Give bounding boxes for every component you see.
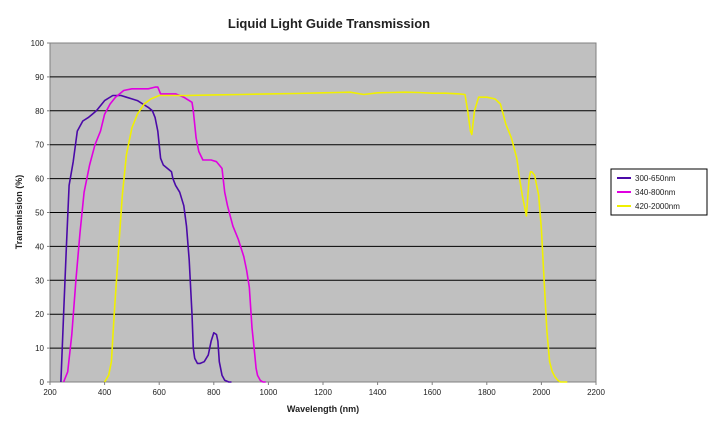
chart-title: Liquid Light Guide Transmission (228, 16, 430, 31)
x-tick-labels: 200 400 600 800 1000 1200 1400 1600 1800 2000 2200 (43, 382, 605, 397)
y-tick-label: 10 (35, 344, 44, 353)
legend-items: 300-650nm 340-800nm 420-2000nm (617, 174, 680, 211)
y-tick-labels: 0 10 20 30 40 50 60 70 80 90 100 (31, 39, 50, 387)
series-lines (60, 86, 568, 383)
y-tick-label: 0 (40, 378, 45, 387)
y-tick-label: 20 (35, 310, 44, 319)
x-tick-label: 1200 (314, 388, 332, 397)
x-tick-label: 400 (98, 388, 112, 397)
legend-label: 420-2000nm (635, 202, 680, 211)
x-tick-label: 2000 (533, 388, 551, 397)
y-tick-label: 80 (35, 107, 44, 116)
x-tick-label: 1000 (260, 388, 278, 397)
legend: 300-650nm 340-800nm 420-2000nm (610, 168, 708, 216)
x-tick-label: 200 (43, 388, 57, 397)
x-tick-label: 2200 (587, 388, 605, 397)
x-tick-label: 600 (153, 388, 167, 397)
y-tick-label: 70 (35, 141, 44, 150)
series-line-340-800nm (62, 86, 266, 383)
x-tick-label: 1600 (423, 388, 441, 397)
series-line-420-2000nm (103, 91, 568, 383)
x-tick-label: 1800 (478, 388, 496, 397)
legend-label: 340-800nm (635, 188, 676, 197)
y-tick-label: 90 (35, 73, 44, 82)
y-tick-label: 50 (35, 209, 44, 218)
legend-label: 300-650nm (635, 174, 676, 183)
x-tick-label: 1400 (369, 388, 387, 397)
y-tick-label: 40 (35, 242, 44, 251)
y-tick-label: 30 (35, 276, 44, 285)
series-line-300-650nm (60, 94, 232, 383)
y-tick-label: 100 (31, 39, 45, 48)
grid-lines (50, 76, 596, 349)
x-axis-title: Wavelength (nm) (287, 404, 359, 414)
x-tick-label: 800 (207, 388, 221, 397)
y-tick-label: 60 (35, 175, 44, 184)
y-axis-title: Transmission (%) (14, 175, 24, 250)
